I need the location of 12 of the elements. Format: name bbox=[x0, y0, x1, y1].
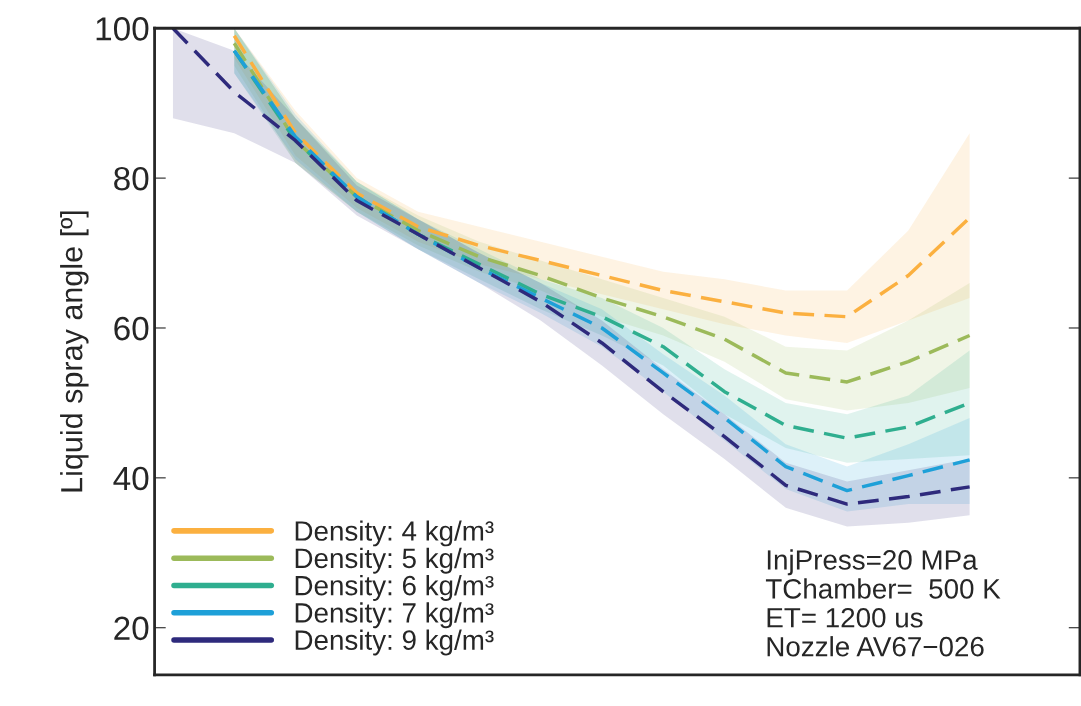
annotation: InjPress=20 MPa TChamber= 500 K ET= 1200 us Nozzle AV67−026 bbox=[765, 549, 1001, 657]
legend-label: Density: 7 kg/m³ bbox=[295, 602, 494, 629]
legend-label: Density: 9 kg/m³ bbox=[295, 629, 494, 656]
y-tick-label: 80 bbox=[114, 166, 149, 191]
y-axis-title: Liquid spray angle [º] bbox=[60, 211, 89, 492]
legend-label: Density: 5 kg/m³ bbox=[295, 547, 494, 574]
y-tick-label: 100 bbox=[96, 17, 149, 41]
legend-label: Density: 6 kg/m³ bbox=[295, 575, 494, 601]
legend-label: Density: 4 kg/m³ bbox=[295, 520, 494, 547]
y-tick-label: 60 bbox=[114, 316, 149, 341]
y-tick-label: 40 bbox=[113, 466, 149, 491]
y-tick-label: 20 bbox=[114, 616, 149, 641]
